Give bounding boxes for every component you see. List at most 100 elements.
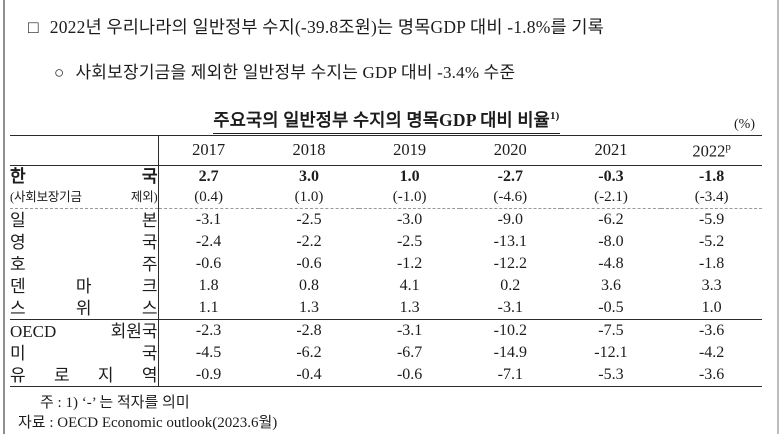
value-cell: 1.1 bbox=[198, 299, 219, 316]
value-cell: -2.2 bbox=[296, 233, 322, 250]
value-cell: -3.6 bbox=[661, 319, 762, 342]
summary-line-1: □ 2022년 우리나라의 일반정부 수지(-39.8조원)는 명목GDP 대비 … bbox=[28, 14, 781, 39]
year-column-header: 2019 bbox=[359, 135, 460, 166]
value-cell: -6.7 bbox=[396, 344, 423, 361]
row-label: 한 국 bbox=[10, 165, 159, 187]
year-column-header: 2018 bbox=[258, 135, 360, 166]
value-cell: -7.1 bbox=[497, 366, 523, 383]
value-cell: 1.3 bbox=[298, 299, 319, 316]
footnote: 주 : 1) ‘-’ 는 적자를 의미 bbox=[40, 395, 190, 411]
table-row: 스 위 스 1.1 1.3 1.3 -3.1 -0.5 1.0 bbox=[10, 297, 762, 320]
value-cell: -9.0 bbox=[497, 211, 523, 228]
value-cell: -14.9 bbox=[493, 344, 527, 361]
value-cell: 1.3 bbox=[399, 299, 420, 316]
value-cell: -2.7 bbox=[497, 167, 523, 185]
summary-line-2: ○ 사회보장기금을 제외한 일반정부 수지는 GDP 대비 -3.4% 수준 bbox=[54, 58, 781, 83]
corner-cell bbox=[10, 135, 159, 166]
row-label: 일 본 bbox=[10, 208, 159, 231]
row-label: 호 주 bbox=[10, 253, 159, 275]
page-border-left bbox=[3, 0, 5, 434]
value-cell: -2.5 bbox=[296, 211, 322, 228]
value-cell: 1.8 bbox=[198, 277, 219, 294]
table-header-row: 2017 2018 2019 2020 2021 2022p bbox=[10, 135, 762, 166]
year-column-header: 2022p bbox=[661, 135, 762, 166]
value-cell: -5.3 bbox=[598, 366, 624, 383]
value-cell: 3.0 bbox=[298, 167, 319, 185]
value-cell: -12.2 bbox=[493, 255, 527, 272]
sub-value-cell: (0.4) bbox=[158, 187, 259, 209]
value-cell: -6.2 bbox=[296, 344, 322, 361]
table-body: 한 국 2.7 3.0 1.0 -2.7 -0.3 -1.8 (사회보장기금 제외) (0.4)… bbox=[10, 165, 762, 387]
row-label: 영 국 bbox=[10, 231, 159, 253]
row-label: OECD 회원국 bbox=[10, 319, 159, 342]
year-column-header: 2021 bbox=[560, 135, 662, 166]
table-row: 한 국 2.7 3.0 1.0 -2.7 -0.3 -1.8 bbox=[10, 165, 762, 187]
value-cell: 1.0 bbox=[399, 167, 420, 185]
table-row: 덴 마 크 1.8 0.8 4.1 0.2 3.6 3.3 bbox=[10, 275, 762, 297]
circle-bullet-icon: ○ bbox=[54, 63, 65, 82]
value-cell: -2.4 bbox=[195, 233, 222, 250]
value-cell: -8.0 bbox=[598, 233, 624, 250]
table-row: 호 주 -0.6 -0.6 -1.2 -12.2 -4.8 -1.8 bbox=[10, 253, 762, 275]
sub-value-cell: (-3.4) bbox=[661, 187, 762, 209]
value-cell: 0.8 bbox=[298, 277, 319, 294]
value-cell: -3.1 bbox=[359, 319, 460, 342]
value-cell: -4.2 bbox=[698, 344, 725, 361]
row-label: 덴 마 크 bbox=[10, 275, 159, 297]
value-cell: -3.0 bbox=[396, 211, 423, 228]
value-cell: -0.6 bbox=[195, 255, 222, 272]
value-cell: -6.2 bbox=[598, 211, 624, 228]
sub-value-cell: (1.0) bbox=[258, 187, 360, 209]
table-title-footnote-marker: 1) bbox=[549, 110, 560, 123]
table-row: OECD 회원국 -2.3 -2.8 -3.1 -10.2 -7.5 -3.6 bbox=[10, 319, 762, 342]
value-cell: -0.4 bbox=[296, 366, 322, 383]
value-cell: -10.2 bbox=[459, 319, 561, 342]
table-row: 일 본 -3.1 -2.5 -3.0 -9.0 -6.2 -5.9 bbox=[10, 208, 762, 231]
value-cell: -2.8 bbox=[258, 319, 360, 342]
value-cell: -0.6 bbox=[396, 366, 423, 383]
square-bullet-icon: □ bbox=[28, 17, 39, 37]
value-cell: -12.1 bbox=[594, 344, 628, 361]
table-header: 2017 2018 2019 2020 2021 2022p bbox=[10, 135, 762, 166]
unit-label: (%) bbox=[734, 117, 755, 132]
value-cell: -3.1 bbox=[195, 211, 222, 228]
value-cell: 1.0 bbox=[701, 299, 722, 316]
value-cell: -3.6 bbox=[698, 366, 725, 383]
page-border-right bbox=[777, 0, 779, 434]
row-label: 스 위 스 bbox=[10, 297, 159, 320]
value-cell: -2.3 bbox=[158, 319, 259, 342]
value-cell: -4.5 bbox=[195, 344, 222, 361]
value-cell: -2.5 bbox=[396, 233, 423, 250]
summary-section: □ 2022년 우리나라의 일반정부 수지(-39.8조원)는 명목GDP 대비 … bbox=[0, 14, 781, 83]
value-cell: -0.3 bbox=[598, 167, 624, 185]
value-cell: -13.1 bbox=[493, 233, 527, 250]
sub-value-cell: (-2.1) bbox=[560, 187, 662, 209]
value-cell: -5.2 bbox=[698, 233, 725, 250]
value-cell: 3.3 bbox=[701, 277, 722, 294]
value-cell: -0.5 bbox=[598, 299, 624, 316]
value-cell: -4.8 bbox=[598, 255, 624, 272]
table-row: 영 국 -2.4 -2.2 -2.5 -13.1 -8.0 -5.2 bbox=[10, 231, 762, 253]
summary-text-1: 2022년 우리나라의 일반정부 수지(-39.8조원)는 명목GDP 대비 -… bbox=[49, 17, 604, 37]
table-row: 미 국 -4.5 -6.2 -6.7 -14.9 -12.1 -4.2 bbox=[10, 342, 762, 364]
value-cell: 0.2 bbox=[500, 277, 521, 294]
sub-value-cell: (-4.6) bbox=[459, 187, 561, 209]
value-cell: 2.7 bbox=[198, 167, 219, 185]
year-column-header: 2017 bbox=[158, 135, 259, 166]
source-note: 자료 : OECD Economic outlook(2023.6월) bbox=[18, 415, 278, 431]
value-cell: -1.8 bbox=[698, 167, 725, 185]
provisional-marker: p bbox=[725, 140, 731, 153]
value-cell: -1.2 bbox=[396, 255, 423, 272]
value-cell: 4.1 bbox=[399, 277, 420, 294]
value-cell: -7.5 bbox=[560, 319, 662, 342]
value-cell: -5.9 bbox=[698, 211, 725, 228]
notes-section: 주 : 1) ‘-’ 는 적자를 의미 자료 : OECD Economic o… bbox=[0, 393, 781, 434]
table-subrow: (사회보장기금 제외) (0.4) (1.0) (-1.0) (-4.6) (-2.1)(… bbox=[10, 187, 762, 209]
sub-value-cell: (-1.0) bbox=[359, 187, 460, 209]
table-title: 주요국의 일반정부 수지의 명목GDP 대비 비율1) bbox=[10, 107, 763, 134]
subrow-label: (사회보장기금 제외) bbox=[10, 187, 159, 209]
table-title-row: 주요국의 일반정부 수지의 명목GDP 대비 비율1) (%) bbox=[10, 107, 763, 135]
value-cell: -1.8 bbox=[698, 255, 725, 272]
summary-text-2: 사회보장기금을 제외한 일반정부 수지는 GDP 대비 -3.4% 수준 bbox=[75, 63, 516, 82]
